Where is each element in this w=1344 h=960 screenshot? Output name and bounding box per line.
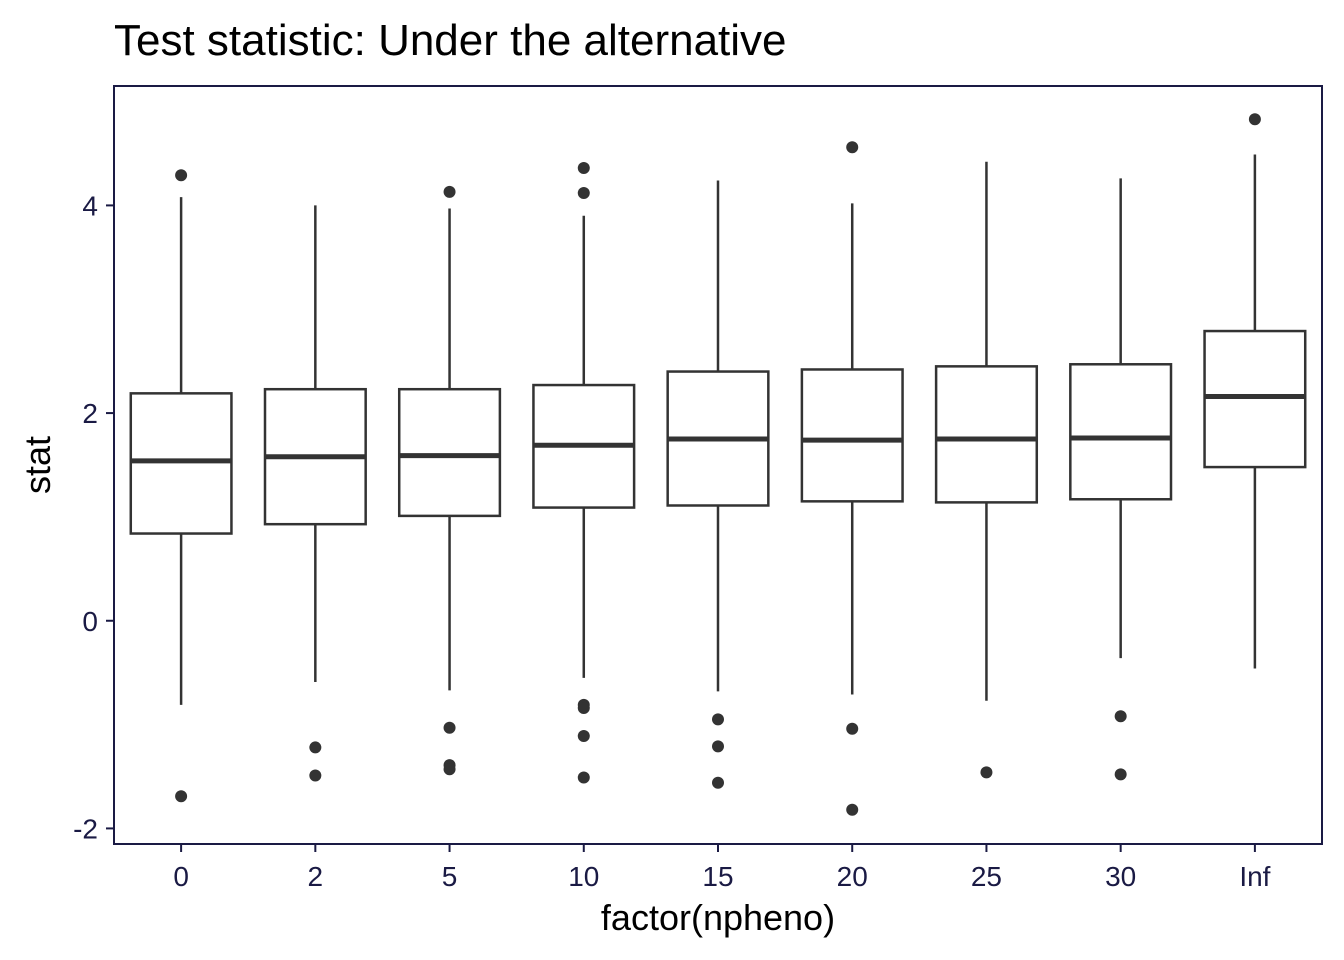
boxes-group	[129, 113, 1307, 816]
x-tick-label: 15	[702, 861, 733, 892]
outlier-point	[980, 766, 993, 779]
outlier-point	[577, 162, 590, 175]
box-15	[666, 180, 770, 789]
outlier-point	[443, 763, 456, 776]
x-tick-label: 25	[971, 861, 1002, 892]
outlier-point	[577, 186, 590, 199]
outlier-point	[309, 741, 322, 754]
outlier-point	[712, 713, 724, 726]
x-tick-label: 0	[173, 861, 189, 892]
outlier-point	[846, 141, 859, 154]
box-iqr	[397, 387, 502, 518]
box-iqr	[1069, 363, 1173, 501]
outlier-point	[712, 740, 724, 753]
box-20	[800, 141, 904, 816]
box-iqr	[800, 368, 904, 503]
y-axis-title: stat	[17, 436, 58, 494]
box-25	[934, 161, 1039, 779]
plot-area	[113, 85, 1323, 845]
x-axis-title: factor(npheno)	[601, 897, 835, 938]
x-tick-label: Inf	[1239, 861, 1270, 892]
y-axis: -2 0 2 4	[73, 190, 114, 844]
box-Inf	[1203, 113, 1307, 669]
box-iqr	[934, 365, 1039, 504]
outlier-point	[577, 771, 590, 784]
outlier-point	[1248, 113, 1261, 126]
outlier-point	[443, 185, 456, 198]
box-2	[263, 205, 367, 782]
x-axis: 0 2 5 10 15 20 25 30 Inf	[173, 844, 1271, 892]
box-5	[397, 185, 502, 776]
outlier-point	[846, 803, 859, 816]
outlier-point	[443, 721, 456, 734]
box-30	[1069, 178, 1173, 781]
chart-title: Test statistic: Under the alternative	[114, 16, 787, 65]
box-0	[129, 169, 233, 803]
outlier-point	[1114, 768, 1127, 781]
x-tick-label: 10	[568, 861, 599, 892]
outlier-point	[577, 730, 590, 743]
outlier-point	[175, 790, 188, 803]
box-iqr	[129, 392, 233, 535]
y-tick-label: -2	[73, 813, 98, 844]
x-tick-label: 5	[442, 861, 458, 892]
outlier-point	[712, 776, 724, 789]
box-iqr	[1203, 329, 1307, 469]
box-10	[532, 162, 636, 784]
outlier-point	[1114, 710, 1127, 723]
x-tick-label: 30	[1105, 861, 1136, 892]
y-tick-label: 2	[82, 398, 98, 429]
outlier-point	[846, 722, 859, 735]
outlier-point	[577, 701, 590, 714]
y-tick-label: 4	[82, 190, 98, 221]
x-tick-label: 20	[837, 861, 868, 892]
x-tick-label: 2	[308, 861, 324, 892]
y-tick-label: 0	[82, 606, 98, 637]
outlier-point	[309, 769, 322, 782]
outlier-point	[175, 169, 188, 182]
